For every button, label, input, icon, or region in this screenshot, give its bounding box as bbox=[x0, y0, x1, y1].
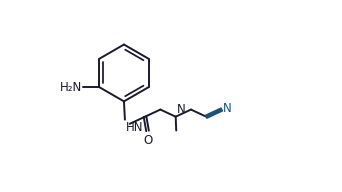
Text: H₂N: H₂N bbox=[60, 81, 82, 94]
Text: HN: HN bbox=[126, 121, 143, 134]
Text: N: N bbox=[223, 103, 232, 115]
Text: N: N bbox=[176, 103, 185, 116]
Text: O: O bbox=[143, 134, 152, 147]
